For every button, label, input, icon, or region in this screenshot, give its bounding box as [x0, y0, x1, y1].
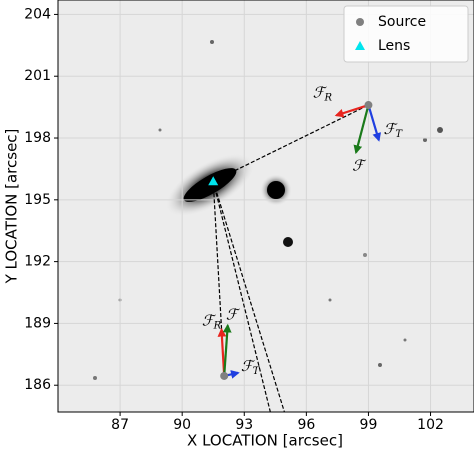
plot [58, 0, 474, 412]
y-tick-label: 189 [24, 315, 51, 331]
force-symbol: ℱ [226, 305, 241, 323]
plot-frame [57, 0, 474, 413]
legend-marker [356, 18, 364, 26]
x-tick-label: 99 [360, 417, 378, 433]
force-symbol: ℱ [384, 120, 399, 138]
force-subscript: R [213, 320, 222, 331]
legend-label: Source [378, 14, 426, 30]
force-arrow [353, 104, 370, 155]
source-point [220, 371, 229, 380]
force-arrow [367, 104, 382, 142]
force-subscript: T [253, 365, 261, 376]
source-point [364, 101, 373, 110]
legend-box [343, 5, 469, 63]
x-tick-label: 87 [111, 417, 129, 433]
force-label: ℱT [384, 120, 404, 140]
y-tick-label: 186 [24, 377, 51, 393]
legend-marker [355, 41, 365, 50]
legend-label: Lens [378, 38, 410, 54]
sight-line [212, 181, 285, 412]
force-arrow [222, 323, 232, 377]
y-tick-label: 204 [24, 6, 51, 22]
force-symbol: ℱ [352, 156, 367, 174]
sight-line [212, 181, 271, 412]
y-tick-label: 198 [24, 130, 51, 146]
force-label: ℱ [226, 305, 241, 323]
y-axis-label: Y LOCATION [arcsec] [3, 129, 21, 285]
force-label: ℱ [352, 156, 367, 174]
force-arrow [334, 104, 369, 118]
force-label: ℱR [313, 83, 333, 103]
x-tick-label: 93 [235, 417, 253, 433]
force-label: ℱR [202, 312, 222, 332]
sight-line [212, 104, 369, 182]
sky-image [58, 0, 474, 412]
y-tick-label: 195 [24, 192, 51, 208]
force-symbol: ℱ [313, 83, 328, 101]
x-tick-label: 102 [417, 417, 444, 433]
force-subscript: R [324, 92, 333, 103]
x-tick-label: 96 [297, 417, 315, 433]
x-tick-label: 90 [173, 417, 191, 433]
lens-point [208, 176, 219, 186]
y-tick-label: 201 [24, 68, 51, 84]
force-symbol: ℱ [202, 312, 217, 330]
force-label: ℱT [241, 357, 261, 377]
force-subscript: T [395, 129, 403, 140]
x-axis-label: X LOCATION [arcsec] [187, 432, 343, 450]
force-symbol: ℱ [241, 357, 256, 375]
y-tick-label: 192 [24, 254, 51, 270]
